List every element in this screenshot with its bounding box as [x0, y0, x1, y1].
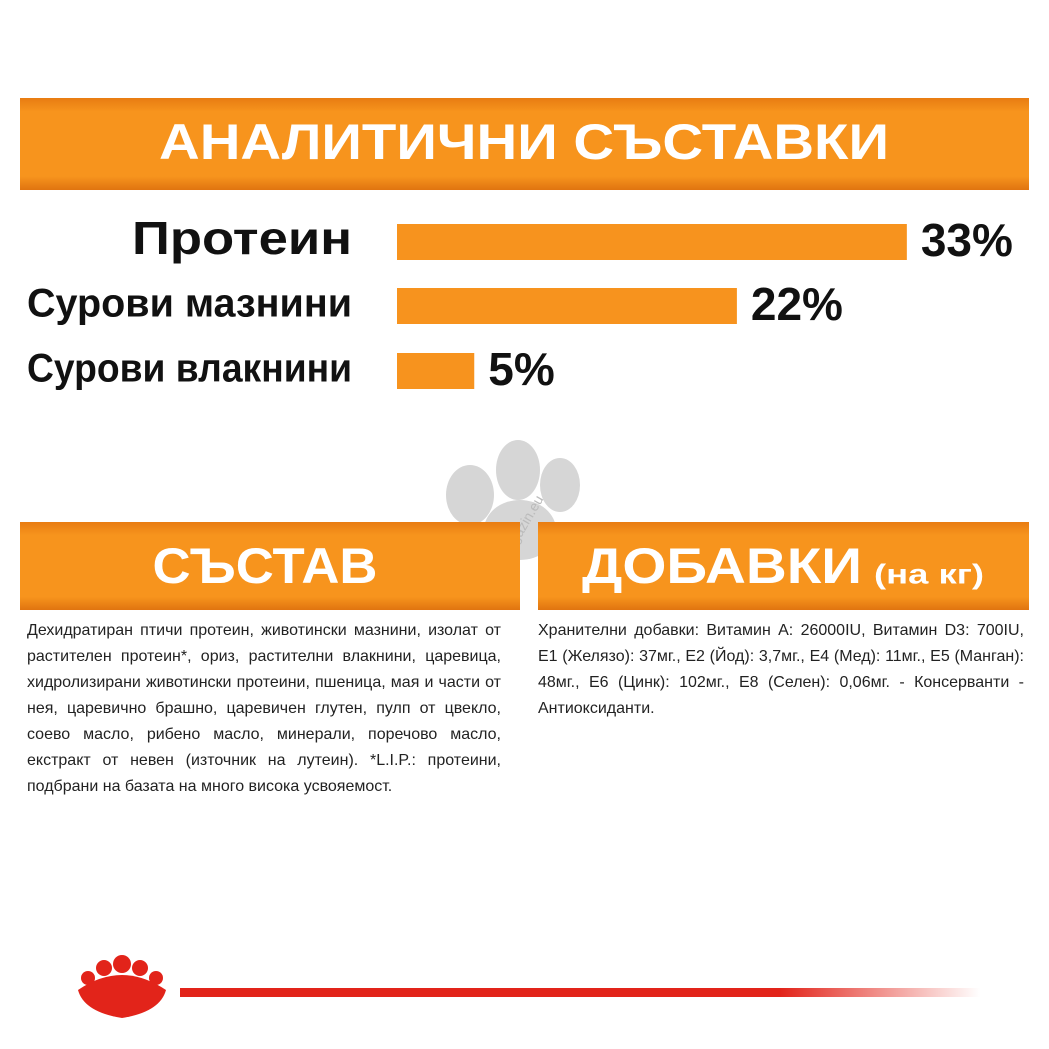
title: АНАЛИТИЧНИ СЪСТАВКИ	[159, 114, 889, 170]
composition-title: СЪСТАВ	[153, 538, 378, 594]
value-label: 22%	[751, 278, 843, 330]
additives-band	[538, 522, 1029, 610]
bar	[397, 353, 475, 389]
value-label: 5%	[488, 343, 554, 395]
bar	[397, 224, 907, 260]
category-label: Сурови влакнини	[27, 347, 352, 391]
additives-text: Хранителни добавки: Витамин А: 26000IU, …	[538, 622, 1024, 717]
footer-line	[180, 988, 980, 997]
value-label: 33%	[921, 214, 1013, 266]
category-label: Протеин	[132, 212, 352, 264]
composition-text: Дехидратиран птичи протеин, животински м…	[27, 622, 501, 795]
bar-chart: Протеин 33% Сурови мазнини 22% Сурови влакни…	[27, 212, 1013, 395]
bar	[397, 288, 737, 324]
composition-band	[20, 522, 520, 610]
additives-unit: (на кг)	[874, 558, 984, 589]
category-label: Сурови мазнини	[27, 282, 352, 326]
additives-title: ДОБАВКИ	[582, 538, 862, 594]
title-band	[20, 98, 1029, 190]
logo-crown	[78, 955, 166, 1018]
